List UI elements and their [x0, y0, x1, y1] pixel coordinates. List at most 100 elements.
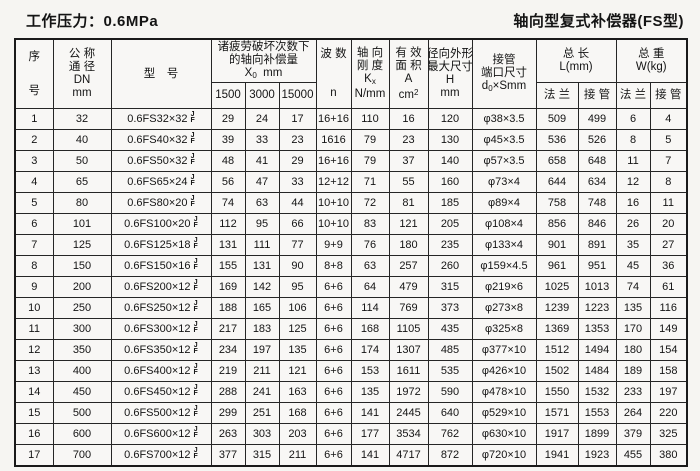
cell-max-outer-dim: 373	[427, 297, 473, 319]
cell-model: 0.6FS300×12 J F	[110, 318, 212, 340]
cell-max-outer-dim: 762	[427, 423, 473, 445]
cell-x0-1500: 74	[210, 192, 246, 214]
cell-x0-1500: 131	[210, 234, 246, 256]
length-header-line2: L(mm)	[559, 61, 593, 73]
cell-model: 0.6FS150×16 J F	[110, 255, 212, 277]
cell-effective-area: 180	[388, 234, 429, 256]
table-row: 11 300 0.6FS300×12 J F 217 183 125 6+6 168 1105 435…	[14, 318, 688, 340]
col-header-dn: 公 称 通 径 DN mm	[52, 38, 112, 109]
cell-effective-area: 1105	[388, 318, 429, 340]
kx-header-unit: N/mm	[354, 88, 386, 100]
cell-effective-area: 1972	[388, 381, 429, 403]
working-pressure-label: 工作压力：0.6MPa	[26, 13, 159, 30]
cell-dn: 400	[52, 360, 112, 382]
cell-model: 0.6FS450×12 J F	[110, 381, 212, 403]
cell-x0-15000: 203	[278, 423, 317, 445]
cell-max-outer-dim: 160	[427, 171, 473, 193]
cell-pipe-end-size: φ133×4	[471, 234, 537, 256]
cell-model: 0.6FS100×20 J F	[110, 213, 212, 235]
cell-weight-flange: 8	[615, 129, 651, 151]
subcol-header-cycles-15000: 15000	[278, 82, 317, 109]
cell-length-flange: 536	[535, 129, 579, 151]
cell-x0-15000: 90	[278, 255, 317, 277]
area-header-line2: 面 积	[395, 59, 422, 72]
cell-max-outer-dim: 120	[427, 108, 473, 130]
pipe-header-symbol: d0×Smm	[481, 79, 527, 93]
cell-weight-flange: 233	[615, 381, 651, 403]
cell-length-pipe: 1353	[577, 318, 617, 340]
model-header-label: 型 号	[143, 67, 179, 80]
pipe-header-line2: 端口尺寸	[481, 66, 527, 79]
area-header-line1: 有 效	[395, 46, 422, 59]
cell-seq: 5	[14, 192, 54, 214]
cell-pipe-end-size: φ38×3.5	[471, 108, 537, 130]
cell-x0-15000: 106	[278, 297, 317, 319]
table-header: 序 号 公 称 通 径 DN mm 型 号	[14, 38, 688, 109]
cell-weight-pipe: 158	[649, 360, 688, 382]
cell-max-outer-dim: 205	[427, 213, 473, 235]
cell-length-flange: 901	[535, 234, 579, 256]
cell-length-pipe: 748	[577, 192, 617, 214]
cell-max-outer-dim: 485	[427, 339, 473, 361]
cell-max-outer-dim: 235	[427, 234, 473, 256]
cell-length-flange: 509	[535, 108, 579, 130]
cell-seq: 8	[14, 255, 54, 277]
cell-weight-pipe: 380	[649, 444, 688, 467]
cell-axial-stiffness: 141	[350, 402, 390, 424]
cell-effective-area: 257	[388, 255, 429, 277]
cell-effective-area: 121	[388, 213, 429, 235]
cell-x0-15000: 66	[278, 213, 317, 235]
cell-pipe-end-size: φ478×10	[471, 381, 537, 403]
cell-weight-pipe: 149	[649, 318, 688, 340]
cell-x0-3000: 165	[244, 297, 280, 319]
subcol-header-cycles-3000: 3000	[244, 82, 280, 109]
weight-header-line2: W(kg)	[635, 61, 667, 73]
cell-weight-flange: 180	[615, 339, 651, 361]
cell-pipe-end-size: φ73×4	[471, 171, 537, 193]
cell-wave-count: 12+12	[315, 171, 352, 193]
cell-max-outer-dim: 435	[427, 318, 473, 340]
cell-x0-1500: 112	[210, 213, 246, 235]
cell-model: 0.6FS700×12 J F	[110, 444, 212, 467]
cell-axial-stiffness: 76	[350, 234, 390, 256]
cell-effective-area: 1307	[388, 339, 429, 361]
cell-dn: 600	[52, 423, 112, 445]
cell-x0-3000: 95	[244, 213, 280, 235]
cell-seq: 17	[14, 444, 54, 467]
cell-x0-3000: 241	[244, 381, 280, 403]
cell-x0-15000: 163	[278, 381, 317, 403]
cell-dn: 500	[52, 402, 112, 424]
h-header-symbol: H	[445, 74, 455, 86]
cell-x0-3000: 197	[244, 339, 280, 361]
cell-length-flange: 758	[535, 192, 579, 214]
cell-wave-count: 6+6	[315, 402, 352, 424]
cell-x0-15000: 77	[278, 234, 317, 256]
cell-model: 0.6FS400×12 J F	[110, 360, 212, 382]
table-row: 13 400 0.6FS400×12 J F 219 211 121 6+6 153 1611 535…	[14, 360, 688, 382]
table-row: 12 350 0.6FS350×12 J F 234 197 135 6+6 174 1307 485…	[14, 339, 688, 361]
cell-length-flange: 1025	[535, 276, 579, 298]
cell-weight-pipe: 325	[649, 423, 688, 445]
cell-x0-3000: 303	[244, 423, 280, 445]
h-header-line1: 径向外形	[428, 48, 472, 60]
cell-effective-area: 1611	[388, 360, 429, 382]
cell-weight-flange: 12	[615, 171, 651, 193]
table-row: 9 200 0.6FS200×12 J F 169 142 95 6+6 64 479 315 φ219…	[14, 276, 688, 298]
cell-length-pipe: 1494	[577, 339, 617, 361]
dn-header-line2: 通 径	[68, 61, 96, 73]
cell-x0-1500: 299	[210, 402, 246, 424]
cell-wave-count: 6+6	[315, 360, 352, 382]
cell-pipe-end-size: φ159×4.5	[471, 255, 537, 277]
cell-effective-area: 479	[388, 276, 429, 298]
cell-length-flange: 1571	[535, 402, 579, 424]
cell-x0-1500: 234	[210, 339, 246, 361]
cell-dn: 80	[52, 192, 112, 214]
